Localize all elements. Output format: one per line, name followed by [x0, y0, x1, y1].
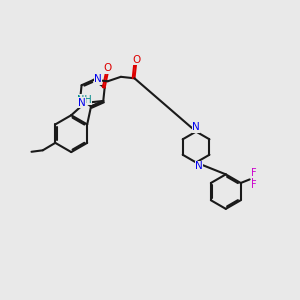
Text: N: N: [94, 74, 102, 84]
Text: O: O: [132, 55, 141, 64]
Text: F: F: [251, 174, 257, 184]
Text: F: F: [251, 180, 257, 190]
Text: N: N: [192, 122, 200, 132]
Text: O: O: [104, 63, 112, 73]
Text: N: N: [195, 161, 203, 171]
Text: N: N: [78, 98, 86, 108]
Text: F: F: [251, 169, 257, 178]
Text: NH: NH: [77, 95, 92, 105]
